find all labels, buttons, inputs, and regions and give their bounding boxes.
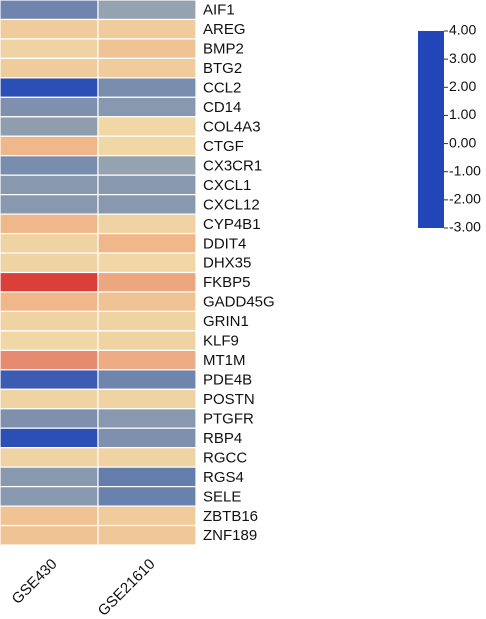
heatmap-cell [0,486,99,507]
row-label: AIF1 [203,2,235,19]
heatmap-cell [97,349,197,371]
heatmap-cell [97,135,197,157]
row-label: DDIT4 [203,235,246,252]
heatmap-cell [0,349,99,371]
heatmap-cell [0,18,99,40]
heatmap-cell [97,77,197,98]
heatmap-cell [97,194,197,215]
heatmap-cell [97,330,197,351]
heatmap-cell [0,57,99,79]
heatmap-cell [0,252,99,274]
row-label: CXCL1 [203,177,251,194]
row-label: COL4A3 [203,118,261,135]
row-label: ZNF189 [203,527,257,544]
heatmap-cell [0,427,99,449]
heatmap-cell [0,505,99,527]
colorbar-tick-label: -1.00 [449,162,481,178]
colorbar-tick-label: -2.00 [449,191,481,207]
heatmap-cell [97,0,197,21]
heatmap-cell [97,155,197,176]
heatmap-cell [97,369,197,390]
colorbar [418,31,444,228]
heatmap-cell [0,408,99,429]
heatmap-cell [0,271,99,293]
heatmap-cell [0,135,99,157]
heatmap-cell [97,427,197,449]
colorbar-tick-label: 1.00 [449,106,476,122]
heatmap-cell [97,310,197,332]
row-label: CTGF [203,138,244,155]
row-label: GADD45G [203,294,275,311]
heatmap-cell [0,232,99,254]
colorbar-tick-label: 2.00 [449,78,476,94]
column-label: GSE21610 [95,556,159,619]
heatmap-cell [0,310,99,332]
row-label: CCL2 [203,80,241,97]
row-label: CD14 [203,99,241,116]
heatmap-cell [0,38,99,59]
heatmap-cell [97,291,197,313]
heatmap-cell [97,174,197,196]
row-label: RGCC [203,449,247,466]
row-label: CX3CR1 [203,157,262,174]
heatmap-cell [97,252,197,274]
row-label: BTG2 [203,60,242,77]
heatmap-cell [97,524,197,546]
row-label: RGS4 [203,469,244,486]
heatmap-cell [0,466,99,488]
heatmap-cell [97,18,197,40]
row-label: SELE [203,488,241,505]
row-label: DHX35 [203,255,251,272]
heatmap-cell [97,388,197,410]
colorbar-tick-label: 4.00 [449,22,476,38]
colorbar-tick-label: -3.00 [449,219,481,235]
heatmap-cell [97,116,197,137]
row-label: CXCL12 [203,196,260,213]
heatmap-cell [97,447,197,468]
heatmap-cell [97,232,197,254]
heatmap-cell [97,38,197,59]
row-label: AREG [203,21,246,38]
row-label: BMP2 [203,41,244,58]
heatmap-cell [97,96,197,118]
row-label: MT1M [203,352,246,369]
row-label: PDE4B [203,372,252,389]
heatmap-cell [0,388,99,410]
heatmap-cell [97,213,197,235]
heatmap-cell [0,194,99,215]
row-label: RBP4 [203,430,242,447]
heatmap-cell [0,524,99,546]
heatmap-cell [97,408,197,429]
heatmap-cell [97,466,197,488]
heatmap-cell [0,291,99,313]
heatmap-cell [97,486,197,507]
row-label: KLF9 [203,333,239,350]
row-label: CYP4B1 [203,216,261,233]
heatmap-cell [0,96,99,118]
heatmap-cell [0,116,99,137]
heatmap-cell [97,271,197,293]
heatmap-cell [0,213,99,235]
heatmap-cell [0,447,99,468]
heatmap-cell [0,174,99,196]
heatmap-cell [0,369,99,390]
colorbar-tick-label: 3.00 [449,50,476,66]
heatmap-cell [0,155,99,176]
heatmap-cell [0,330,99,351]
heatmap-cell [97,57,197,79]
heatmap-cell [0,77,99,98]
column-label: GSE430 [9,556,61,608]
row-label: PTGFR [203,410,254,427]
colorbar-tick-label: 0.00 [449,134,476,150]
row-label: POSTN [203,391,255,408]
row-label: FKBP5 [203,274,251,291]
row-label: GRIN1 [203,313,249,330]
heatmap-cell [97,505,197,527]
row-label: ZBTB16 [203,508,258,525]
heatmap-cell [0,0,99,21]
